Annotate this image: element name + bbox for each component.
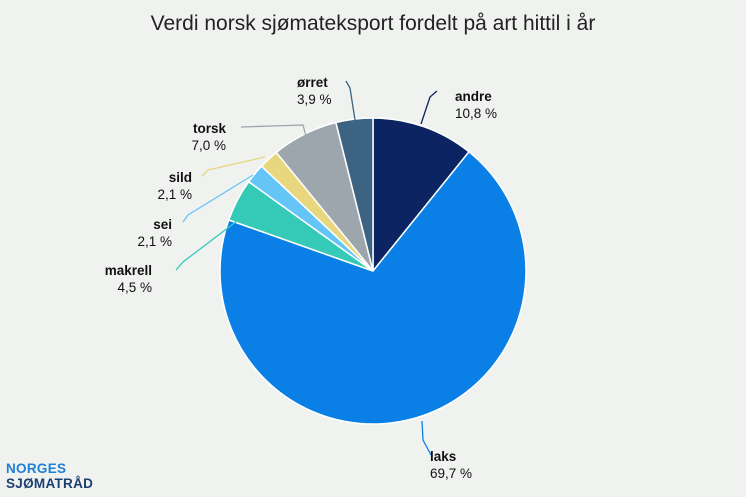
slice-value-andre: 10,8 %: [455, 106, 497, 121]
norges-sjomatrad-logo: NORGES SJØMATRÅD: [6, 461, 93, 491]
leader-line-andre: [420, 90, 438, 125]
leader-line-laks: [421, 420, 432, 456]
slice-name-andre: andre: [455, 89, 492, 104]
slice-name-sei: sei: [153, 217, 172, 232]
leader-lines: [175, 80, 438, 456]
slice-value-torsk: 7,0 %: [191, 138, 226, 153]
slice-name-laks: laks: [430, 449, 456, 464]
slice-labels: andre 10,8 % laks 69,7 % makrell 4,5 % sei 2,1 …: [105, 75, 497, 481]
slice-name-ørret: ørret: [297, 75, 328, 90]
slice-name-sild: sild: [169, 170, 192, 185]
leader-line-sei: [182, 174, 254, 223]
leader-line-torsk: [240, 124, 307, 137]
pie-slice-laks: [219, 150, 527, 425]
slice-value-sei: 2,1 %: [137, 234, 172, 249]
chart-title: Verdi norsk sjømateksport fordelt på art…: [151, 12, 596, 35]
pie-slices: [219, 117, 527, 425]
logo-line-1: NORGES: [6, 461, 67, 476]
slice-name-torsk: torsk: [193, 121, 227, 136]
leader-line-sild: [201, 156, 266, 177]
leader-line-ørret: [345, 80, 356, 121]
slice-value-laks: 69,7 %: [430, 466, 472, 481]
pie-slice-andre: [372, 117, 471, 274]
logo-line-2: SJØMATRÅD: [6, 476, 94, 491]
slice-value-makrell: 4,5 %: [117, 280, 152, 295]
leader-line-makrell: [175, 220, 238, 271]
slice-value-sild: 2,1 %: [157, 187, 192, 202]
slice-value-ørret: 3,9 %: [297, 92, 332, 107]
slice-name-makrell: makrell: [105, 263, 152, 278]
